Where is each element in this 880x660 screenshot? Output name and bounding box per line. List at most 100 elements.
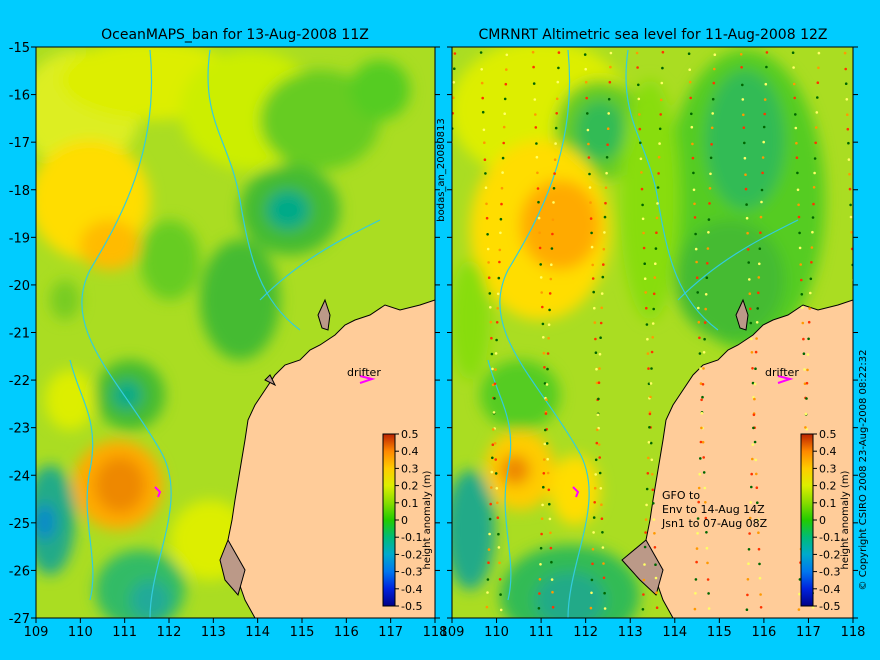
track-point xyxy=(489,320,493,324)
track-point xyxy=(534,113,537,116)
track-point xyxy=(742,113,745,117)
y-tick-label: -22 xyxy=(9,374,30,389)
track-point xyxy=(608,80,612,84)
left-colorbar-label: height anomaly (m) xyxy=(422,470,433,569)
track-point xyxy=(483,141,486,144)
track-point xyxy=(849,215,853,219)
colorbar-tick-label: 0 xyxy=(401,514,408,527)
track-point xyxy=(805,428,808,431)
track-point xyxy=(696,517,700,520)
track-point xyxy=(590,245,594,249)
track-point xyxy=(745,203,748,206)
track-point xyxy=(765,51,769,54)
track-point xyxy=(484,186,488,189)
track-point xyxy=(811,216,815,219)
track-point xyxy=(435,562,438,565)
track-point xyxy=(547,323,551,327)
track-point xyxy=(540,532,543,536)
track-point xyxy=(589,201,592,204)
track-point xyxy=(592,516,596,519)
track-point xyxy=(746,578,750,581)
track-point xyxy=(486,247,490,251)
track-point xyxy=(647,456,650,460)
track-point xyxy=(697,500,700,504)
track-point xyxy=(701,383,705,386)
track-point xyxy=(488,517,492,521)
track-point xyxy=(488,532,491,536)
track-point xyxy=(846,113,849,116)
track-point xyxy=(493,397,496,400)
side-label: bodas_an_20080813 xyxy=(436,118,447,222)
track-point xyxy=(812,202,815,206)
track-point xyxy=(705,276,709,280)
track-point xyxy=(542,336,545,339)
track-point xyxy=(444,306,447,309)
x-tick-label: 115 xyxy=(707,625,732,640)
colorbar-tick-label: 0.3 xyxy=(401,462,419,475)
track-point xyxy=(808,307,811,310)
track-point xyxy=(643,563,646,566)
track-point xyxy=(600,517,604,520)
left-panel-title: OceanMAPS_ban for 13-Aug-2008 11Z xyxy=(101,27,369,43)
track-point xyxy=(499,217,503,221)
track-point xyxy=(705,531,708,534)
track-point xyxy=(591,263,594,267)
track-point xyxy=(753,440,757,444)
track-point xyxy=(746,231,749,235)
left-colorbar xyxy=(382,433,396,607)
track-point xyxy=(597,397,600,401)
track-point xyxy=(700,426,703,430)
track-point xyxy=(757,276,761,279)
track-point xyxy=(749,501,752,504)
track-point xyxy=(661,66,664,70)
track-point xyxy=(531,50,535,54)
y-tick-label: -26 xyxy=(9,564,30,579)
track-point xyxy=(844,67,847,71)
colorbar-tick-label: 0.1 xyxy=(401,497,419,510)
track-point xyxy=(490,336,493,340)
track-point xyxy=(542,351,546,355)
track-point xyxy=(493,442,497,445)
track-point xyxy=(594,458,598,462)
track-point xyxy=(713,53,717,56)
track-point xyxy=(751,381,755,385)
x-tick-label: 113 xyxy=(618,625,643,640)
track-point xyxy=(793,96,796,100)
track-point xyxy=(855,353,858,356)
track-point xyxy=(759,593,762,596)
track-point xyxy=(542,485,545,489)
track-point xyxy=(753,382,757,386)
track-point xyxy=(711,97,715,101)
track-point xyxy=(436,549,439,552)
track-point xyxy=(505,68,508,71)
track-point xyxy=(758,247,762,250)
track-point xyxy=(497,532,500,536)
colorbar-tick-label: -0.4 xyxy=(401,583,422,596)
y-tick-label: -18 xyxy=(9,184,30,199)
track-point xyxy=(596,428,599,432)
track-point xyxy=(802,337,805,341)
track-point xyxy=(438,487,441,490)
track-point xyxy=(487,561,490,564)
track-point xyxy=(499,608,503,612)
track-point xyxy=(798,231,801,235)
x-tick-label: 117 xyxy=(378,625,403,640)
track-point xyxy=(590,591,593,595)
track-point xyxy=(655,591,658,594)
track-point xyxy=(442,366,445,369)
track-point xyxy=(585,96,588,100)
track-point xyxy=(761,156,765,159)
track-point xyxy=(600,292,604,295)
track-point xyxy=(694,247,698,251)
track-point xyxy=(549,277,553,281)
track-point xyxy=(690,112,693,116)
track-point xyxy=(495,487,499,490)
track-point xyxy=(704,307,707,311)
track-point xyxy=(500,202,503,206)
track-point xyxy=(698,352,702,355)
track-point xyxy=(816,96,819,99)
track-point xyxy=(699,382,703,385)
track-point xyxy=(593,306,596,310)
right-axes: 109 110 111 112 113 114 115 116 117 118 xyxy=(440,46,865,640)
track-point xyxy=(554,142,557,145)
